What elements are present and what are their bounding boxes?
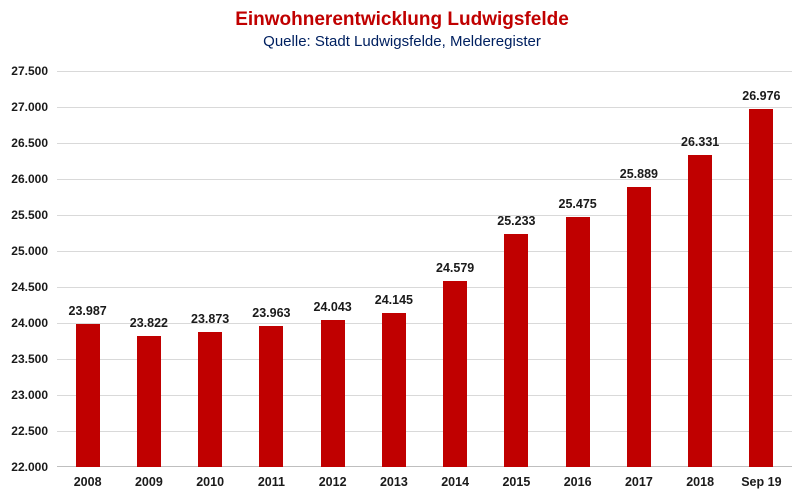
bar-value-label: 23.987 [68,304,107,318]
bar-2010 [198,332,223,467]
bar-slot-2013: 24.145 [363,71,424,467]
x-tick-label-2009: 2009 [134,475,163,489]
y-tick-label: 26.500 [11,136,48,150]
bar-2013 [381,313,406,467]
y-tick-label: 22.000 [11,460,48,474]
bar-slot-2012: 24.043 [302,71,363,467]
y-tick-label: 23.500 [11,352,48,366]
gridline [57,71,792,72]
x-tick-label-2010: 2010 [196,475,225,489]
gridline [57,323,792,324]
gridline [57,431,792,432]
y-tick-label: 27.500 [11,64,48,78]
bar-slot-2017: 25.889 [608,71,669,467]
y-tick-label: 23.000 [11,388,48,402]
plot-area: 23.987 23.822 23.873 23.963 24.043 24.145 24.5… [57,71,792,467]
bar-value-label: 26.976 [742,89,781,103]
chart-title: Einwohnerentwicklung Ludwigsfelde [235,9,569,30]
y-tick-label: 25.500 [11,208,48,222]
x-tick-label-2016: 2016 [563,475,592,489]
x-tick-label-2008: 2008 [73,475,102,489]
x-tick-label-2011: 2011 [257,475,285,489]
bar-slot-2009: 23.822 [118,71,179,467]
bar-2011 [259,326,284,467]
x-tick-label-2015: 2015 [502,475,531,489]
bar-value-label: 25.475 [558,197,597,211]
y-tick-label: 26.000 [11,172,48,186]
x-tick-label-Sep 19: Sep 19 [741,475,782,489]
x-tick-label-2017: 2017 [624,475,653,489]
bar-slot-2015: 25.233 [486,71,547,467]
x-axis-line [57,466,792,467]
bar-2017 [626,187,651,467]
bar-value-label: 24.043 [313,300,352,314]
bar-value-label: 24.145 [374,293,413,307]
gridline [57,179,792,180]
y-axis-tick-labels: 22.000 22.500 23.000 23.500 24.000 24.500 25.0… [0,64,50,474]
x-tick-label-2018: 2018 [686,475,715,489]
bar-2016 [565,217,590,467]
gridline [57,251,792,252]
bar-value-label: 26.331 [681,135,720,149]
y-tick-label: 25.000 [11,244,48,258]
bar-slot-2008: 23.987 [57,71,118,467]
bar-2014 [443,281,468,467]
x-tick-label-2013: 2013 [379,475,408,489]
bar-slot-2018: 26.331 [670,71,731,467]
y-tick-label: 24.500 [11,280,48,294]
bar-slot-2014: 24.579 [425,71,486,467]
bar-2015 [504,234,529,467]
gridline [57,395,792,396]
bar-slot-Sep 19: 26.976 [731,71,792,467]
bar-value-label: 23.963 [252,306,291,320]
y-tick-label: 24.000 [11,316,48,330]
bar-slot-2016: 25.475 [547,71,608,467]
bar-2018 [688,155,713,467]
gridline [57,359,792,360]
gridline [57,143,792,144]
bar-slot-2011: 23.963 [241,71,302,467]
bar-slot-2010: 23.873 [180,71,241,467]
x-tick-label-2012: 2012 [318,475,347,489]
bar-value-label: 25.233 [497,214,536,228]
bar-value-label: 24.579 [436,261,475,275]
gridline [57,215,792,216]
bar-Sep 19 [749,109,774,467]
bar-2012 [320,320,345,467]
x-axis-tick-labels: 2008 2009 2010 2011 2012 2013 2014 2015 2016 2017… [57,474,792,490]
chart-subtitle: Quelle: Stadt Ludwigsfelde, Melderegiste… [263,33,541,50]
x-tick-label-2014: 2014 [441,475,470,489]
y-tick-label: 27.000 [11,100,48,114]
bar-value-label: 23.822 [129,316,168,330]
gridline [57,287,792,288]
bar-value-label: 23.873 [191,312,230,326]
bar-2008 [75,324,100,467]
gridline [57,107,792,108]
bar-2009 [136,336,161,467]
y-tick-label: 22.500 [11,424,48,438]
bar-value-label: 25.889 [619,167,658,181]
